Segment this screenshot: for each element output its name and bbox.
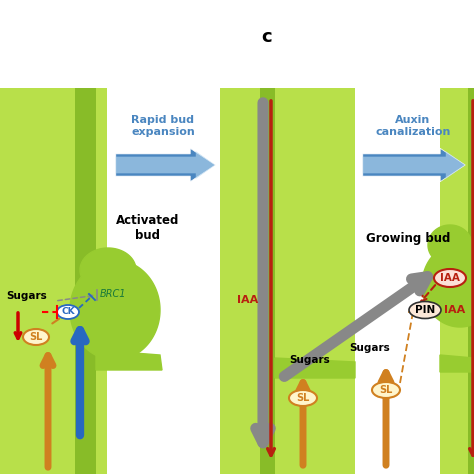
Ellipse shape bbox=[434, 269, 466, 287]
Polygon shape bbox=[275, 358, 355, 378]
Text: IAA: IAA bbox=[440, 273, 460, 283]
Polygon shape bbox=[96, 350, 162, 370]
Text: Sugars: Sugars bbox=[350, 343, 391, 353]
FancyArrowPatch shape bbox=[116, 151, 215, 179]
Bar bbox=[75, 88, 96, 474]
Bar bbox=[440, 88, 474, 474]
Text: Sugars: Sugars bbox=[6, 291, 47, 301]
Text: PIN: PIN bbox=[415, 305, 435, 315]
Text: Activated
bud: Activated bud bbox=[116, 214, 180, 242]
Text: Rapid bud
expansion: Rapid bud expansion bbox=[131, 115, 195, 137]
Text: IAA: IAA bbox=[237, 295, 259, 305]
Polygon shape bbox=[70, 260, 160, 360]
Ellipse shape bbox=[57, 305, 79, 319]
Text: SL: SL bbox=[296, 393, 310, 403]
Bar bbox=[260, 88, 275, 474]
Bar bbox=[0, 88, 107, 474]
Bar bbox=[468, 88, 474, 474]
Text: c: c bbox=[262, 28, 272, 46]
Polygon shape bbox=[80, 248, 136, 292]
Ellipse shape bbox=[372, 382, 400, 398]
Text: IAA: IAA bbox=[444, 305, 465, 315]
Text: Growing bud: Growing bud bbox=[366, 231, 450, 245]
Text: SL: SL bbox=[379, 385, 392, 395]
Text: SL: SL bbox=[29, 332, 43, 342]
Ellipse shape bbox=[409, 301, 441, 319]
FancyArrowPatch shape bbox=[363, 148, 465, 182]
FancyArrowPatch shape bbox=[363, 151, 465, 179]
Bar bbox=[220, 88, 355, 474]
Text: CK: CK bbox=[61, 308, 75, 317]
Polygon shape bbox=[422, 243, 474, 327]
Polygon shape bbox=[428, 225, 472, 265]
Text: BRC1: BRC1 bbox=[100, 289, 127, 299]
Polygon shape bbox=[440, 355, 474, 372]
Ellipse shape bbox=[23, 329, 49, 345]
FancyArrowPatch shape bbox=[116, 148, 215, 182]
Text: Sugars: Sugars bbox=[290, 355, 330, 365]
Ellipse shape bbox=[289, 390, 317, 406]
Text: Auxin
canalization: Auxin canalization bbox=[375, 115, 451, 137]
